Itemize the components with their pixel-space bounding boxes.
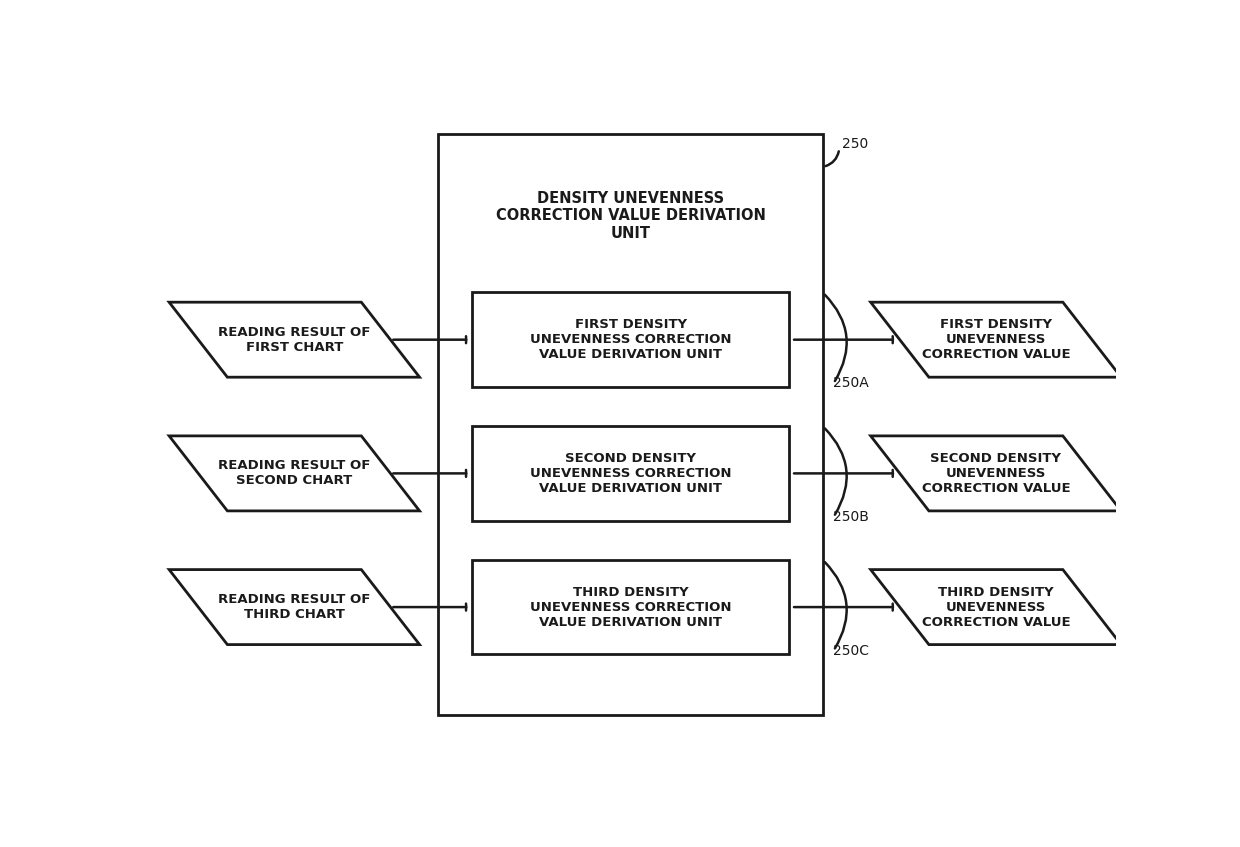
Text: READING RESULT OF
SECOND CHART: READING RESULT OF SECOND CHART [218,459,371,487]
Text: THIRD DENSITY
UNEVENNESS
CORRECTION VALUE: THIRD DENSITY UNEVENNESS CORRECTION VALU… [921,585,1070,628]
Text: READING RESULT OF
THIRD CHART: READING RESULT OF THIRD CHART [218,593,371,621]
Polygon shape [169,436,419,511]
Text: FIRST DENSITY
UNEVENNESS CORRECTION
VALUE DERIVATION UNIT: FIRST DENSITY UNEVENNESS CORRECTION VALU… [529,318,732,361]
Bar [439,134,823,715]
Text: THIRD DENSITY
UNEVENNESS CORRECTION
VALUE DERIVATION UNIT: THIRD DENSITY UNEVENNESS CORRECTION VALU… [529,585,732,628]
Polygon shape [870,436,1121,511]
Polygon shape [169,302,419,377]
Text: DENSITY UNEVENNESS
CORRECTION VALUE DERIVATION
UNIT: DENSITY UNEVENNESS CORRECTION VALUE DERI… [496,191,765,241]
Text: FIRST DENSITY
UNEVENNESS
CORRECTION VALUE: FIRST DENSITY UNEVENNESS CORRECTION VALU… [921,318,1070,361]
Bar [472,560,789,655]
Polygon shape [169,569,419,645]
Text: SECOND DENSITY
UNEVENNESS
CORRECTION VALUE: SECOND DENSITY UNEVENNESS CORRECTION VAL… [921,452,1070,495]
Text: READING RESULT OF
FIRST CHART: READING RESULT OF FIRST CHART [218,326,371,354]
Bar [472,292,789,387]
Bar [472,426,789,521]
Text: 250A: 250A [832,376,868,390]
Text: 250: 250 [842,137,868,151]
Polygon shape [870,569,1121,645]
Text: SECOND DENSITY
UNEVENNESS CORRECTION
VALUE DERIVATION UNIT: SECOND DENSITY UNEVENNESS CORRECTION VAL… [529,452,732,495]
Text: 250B: 250B [832,510,868,524]
Polygon shape [870,302,1121,377]
Text: 250C: 250C [832,644,868,658]
